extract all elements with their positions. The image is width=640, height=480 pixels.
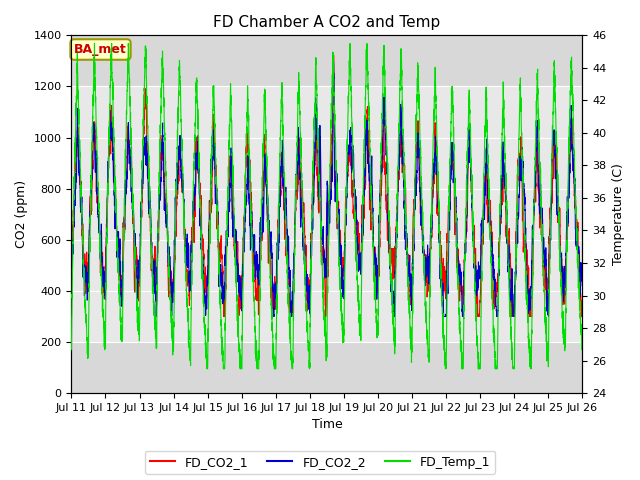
FD_Temp_1: [578, 337, 586, 343]
Y-axis label: Temperature (C): Temperature (C): [612, 163, 625, 265]
FD_Temp_1: [470, 260, 478, 265]
Bar: [72, 86, 582, 342]
FD_CO2_2: [413, 169, 421, 175]
FD_CO2_1: [159, 149, 167, 155]
Title: FD Chamber A CO2 and Temp: FD Chamber A CO2 and Temp: [213, 15, 440, 30]
FD_CO2_2: [152, 313, 160, 319]
FD_CO2_1: [442, 290, 449, 296]
FD_Temp_1: [108, 41, 115, 47]
FD_CO2_1: [579, 290, 586, 296]
FD_Temp_1: [579, 332, 586, 338]
FD_CO2_2: [579, 266, 586, 272]
FD_Temp_1: [204, 366, 211, 372]
Y-axis label: CO2 (ppm): CO2 (ppm): [15, 180, 28, 248]
FD_CO2_2: [470, 266, 478, 272]
FD_CO2_2: [159, 150, 167, 156]
FD_CO2_2: [308, 253, 316, 259]
FD_CO2_1: [413, 144, 421, 150]
FD_CO2_2: [330, 58, 337, 64]
FD_CO2_2: [442, 313, 449, 319]
FD_CO2_2: [68, 288, 76, 293]
Line: FD_Temp_1: FD_Temp_1: [72, 44, 582, 369]
X-axis label: Time: Time: [312, 419, 342, 432]
FD_CO2_1: [330, 52, 337, 58]
FD_CO2_1: [68, 287, 76, 293]
Line: FD_CO2_2: FD_CO2_2: [72, 61, 582, 316]
FD_Temp_1: [68, 347, 76, 352]
FD_CO2_1: [470, 234, 478, 240]
FD_CO2_1: [578, 296, 586, 301]
FD_CO2_2: [578, 273, 586, 279]
FD_CO2_1: [308, 231, 316, 237]
FD_CO2_1: [220, 313, 228, 319]
FD_Temp_1: [442, 362, 449, 368]
FD_Temp_1: [159, 81, 167, 86]
Legend: FD_CO2_1, FD_CO2_2, FD_Temp_1: FD_CO2_1, FD_CO2_2, FD_Temp_1: [145, 451, 495, 474]
FD_Temp_1: [413, 99, 421, 105]
Line: FD_CO2_1: FD_CO2_1: [72, 55, 582, 316]
Text: BA_met: BA_met: [74, 43, 127, 56]
FD_Temp_1: [308, 228, 316, 234]
